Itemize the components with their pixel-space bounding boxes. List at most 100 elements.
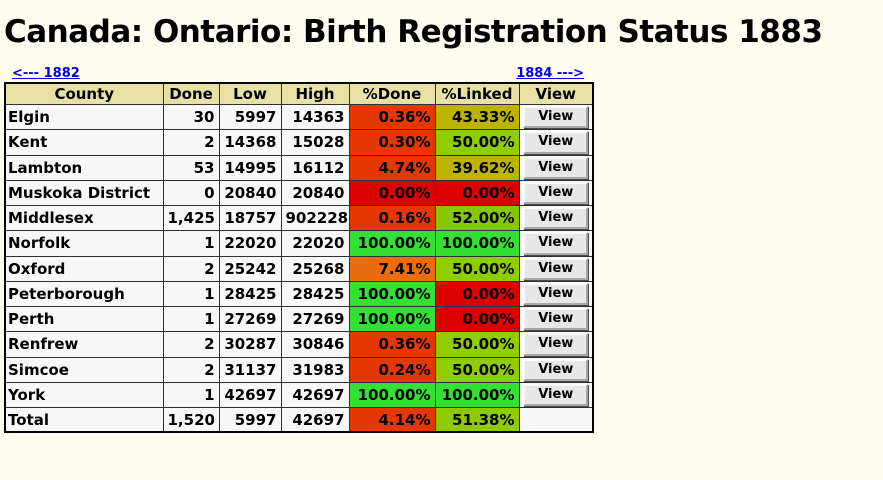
done-cell: 30	[162, 103, 220, 131]
pct-done-cell: 4.14%	[348, 407, 436, 433]
header-county: County	[4, 82, 164, 105]
pct-linked-cell: 50.00%	[434, 331, 520, 358]
view-button[interactable]: View	[523, 232, 589, 255]
pct-done-cell: 0.24%	[348, 356, 436, 383]
high-cell: 14363	[280, 103, 350, 131]
table-row: Peterborough 1 28425 28425 100.00% 0.00%…	[4, 280, 594, 308]
high-cell: 22020	[280, 230, 350, 257]
pct-linked-cell: 100.00%	[434, 230, 520, 257]
view-button[interactable]: View	[523, 131, 589, 154]
low-cell: 5997	[218, 103, 282, 131]
county-cell: Muskoka District	[4, 179, 164, 207]
high-cell: 15028	[280, 129, 350, 156]
header-pct-linked: %Linked	[434, 82, 520, 105]
view-cell: View	[518, 103, 594, 131]
low-cell: 20840	[218, 179, 282, 207]
pct-linked-cell: 52.00%	[434, 204, 520, 232]
county-cell: York	[4, 381, 164, 409]
low-cell: 25242	[218, 255, 282, 282]
low-cell: 30287	[218, 331, 282, 358]
done-cell: 2	[162, 356, 220, 383]
county-cell: Oxford	[4, 255, 164, 282]
view-button[interactable]: View	[523, 333, 589, 356]
table-row: Perth 1 27269 27269 100.00% 0.00% View	[4, 305, 594, 333]
table-row: Kent 2 14368 15028 0.30% 50.00% View	[4, 129, 594, 156]
pct-linked-cell: 100.00%	[434, 381, 520, 409]
view-cell: View	[518, 305, 594, 333]
done-cell: 2	[162, 129, 220, 156]
table-row: Middlesex 1,425 18757 902228 0.16% 52.00…	[4, 204, 594, 232]
view-button[interactable]: View	[523, 358, 589, 381]
done-cell: 2	[162, 255, 220, 282]
prev-year-link[interactable]: <--- 1882	[12, 66, 80, 81]
view-cell: View	[518, 280, 594, 308]
view-cell: View	[518, 129, 594, 156]
high-cell: 30846	[280, 331, 350, 358]
low-cell: 31137	[218, 356, 282, 383]
pct-done-cell: 4.74%	[348, 154, 436, 181]
view-button[interactable]: View	[523, 282, 589, 305]
table-row: Muskoka District 0 20840 20840 0.00% 0.0…	[4, 179, 594, 207]
next-year-link[interactable]: 1884 --->	[516, 66, 584, 81]
header-high: High	[280, 82, 350, 105]
view-cell: View	[518, 356, 594, 383]
pct-linked-cell: 51.38%	[434, 407, 520, 433]
view-button[interactable]: View	[523, 156, 589, 179]
table-row: Oxford 2 25242 25268 7.41% 50.00% View	[4, 255, 594, 282]
done-cell: 1,425	[162, 204, 220, 232]
table-row: York 1 42697 42697 100.00% 100.00% View	[4, 381, 594, 409]
view-button[interactable]: View	[523, 308, 589, 331]
view-cell: View	[518, 179, 594, 207]
low-cell: 14995	[218, 154, 282, 181]
pct-done-cell: 100.00%	[348, 305, 436, 333]
table-row: Elgin 30 5997 14363 0.36% 43.33% View	[4, 103, 594, 131]
done-cell: 2	[162, 331, 220, 358]
county-cell: Middlesex	[4, 204, 164, 232]
view-cell: View	[518, 255, 594, 282]
view-cell: View	[518, 381, 594, 409]
county-cell: Kent	[4, 129, 164, 156]
county-cell: Perth	[4, 305, 164, 333]
page-title: Canada: Ontario: Birth Registration Stat…	[4, 14, 823, 50]
high-cell: 25268	[280, 255, 350, 282]
view-button[interactable]: View	[523, 207, 589, 230]
low-cell: 28425	[218, 280, 282, 308]
view-button[interactable]: View	[523, 106, 589, 129]
view-button[interactable]: View	[523, 383, 589, 406]
low-cell: 18757	[218, 204, 282, 232]
done-cell: 1	[162, 305, 220, 333]
done-cell: 1	[162, 381, 220, 409]
header-pct-done: %Done	[348, 82, 436, 105]
table-row: Renfrew 2 30287 30846 0.36% 50.00% View	[4, 331, 594, 358]
pct-done-cell: 0.00%	[348, 179, 436, 207]
header-done: Done	[162, 82, 220, 105]
pct-done-cell: 0.30%	[348, 129, 436, 156]
county-cell: Simcoe	[4, 356, 164, 383]
low-cell: 14368	[218, 129, 282, 156]
low-cell: 22020	[218, 230, 282, 257]
high-cell: 28425	[280, 280, 350, 308]
pct-linked-cell: 50.00%	[434, 129, 520, 156]
table-row: Total 1,520 5997 42697 4.14% 51.38%	[4, 407, 594, 433]
pct-done-cell: 100.00%	[348, 230, 436, 257]
pct-done-cell: 100.00%	[348, 280, 436, 308]
view-cell: View	[518, 331, 594, 358]
county-cell: Total	[4, 407, 164, 433]
pct-done-cell: 100.00%	[348, 381, 436, 409]
view-cell: View	[518, 204, 594, 232]
view-button[interactable]: View	[523, 257, 589, 280]
pct-linked-cell: 50.00%	[434, 356, 520, 383]
done-cell: 1,520	[162, 407, 220, 433]
view-cell	[518, 407, 594, 433]
pct-linked-cell: 50.00%	[434, 255, 520, 282]
done-cell: 0	[162, 179, 220, 207]
county-cell: Elgin	[4, 103, 164, 131]
pct-done-cell: 0.36%	[348, 331, 436, 358]
done-cell: 1	[162, 230, 220, 257]
view-button[interactable]: View	[523, 181, 589, 204]
table-body: Elgin 30 5997 14363 0.36% 43.33% View Ke…	[4, 103, 594, 433]
high-cell: 31983	[280, 356, 350, 383]
pct-linked-cell: 0.00%	[434, 305, 520, 333]
county-cell: Peterborough	[4, 280, 164, 308]
year-navigation: <--- 1882 1884 --->	[4, 66, 592, 81]
